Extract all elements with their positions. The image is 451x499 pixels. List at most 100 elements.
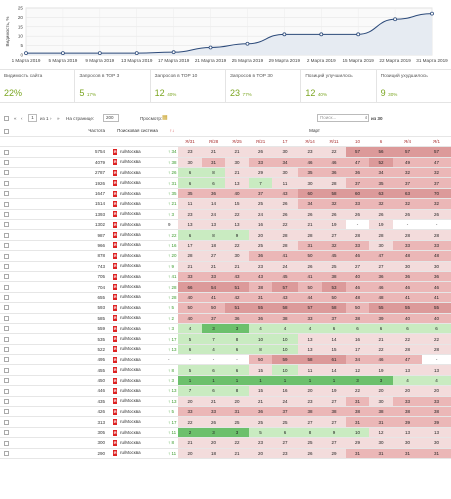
row-checkbox[interactable] — [4, 315, 9, 321]
search-icon[interactable]: ⌕ — [365, 115, 368, 120]
row-select[interactable] — [0, 333, 79, 345]
row-checkbox[interactable] — [4, 388, 9, 394]
row-checkbox[interactable] — [4, 450, 9, 456]
row-checkbox[interactable] — [4, 263, 9, 269]
row-select[interactable] — [0, 261, 79, 272]
row-checkbox[interactable] — [4, 222, 9, 228]
row-checkbox[interactable] — [4, 170, 9, 176]
row-select[interactable] — [0, 323, 79, 335]
row-checkbox[interactable] — [4, 191, 9, 197]
day-header[interactable]: Я/4 — [393, 136, 422, 148]
row-select[interactable] — [0, 188, 79, 200]
row-select[interactable] — [0, 250, 79, 262]
row-checkbox[interactable] — [4, 253, 9, 259]
row-checkbox[interactable] — [4, 149, 9, 155]
row-checkbox[interactable] — [4, 419, 9, 425]
last-page-icon[interactable]: » — [57, 116, 60, 121]
position-cell: 1 — [178, 375, 202, 387]
row-select[interactable] — [0, 385, 79, 397]
row-checkbox[interactable] — [4, 305, 9, 311]
stat-card: Видимость сайта 22% — [0, 70, 76, 102]
position-cell: 6 — [272, 427, 298, 439]
row-checkbox[interactable] — [4, 326, 9, 332]
row-select[interactable] — [0, 229, 79, 241]
row-checkbox[interactable] — [4, 357, 9, 363]
position-cell: 10 — [249, 333, 272, 345]
day-header[interactable]: Я/28 — [202, 136, 225, 148]
row-checkbox[interactable] — [4, 243, 9, 249]
row-checkbox[interactable] — [4, 336, 9, 342]
row-checkbox[interactable] — [4, 367, 9, 373]
freq-cell: 593 — [79, 302, 109, 314]
row-checkbox[interactable] — [4, 232, 9, 238]
row-select[interactable] — [0, 209, 79, 221]
day-header[interactable]: Я/31 — [178, 136, 202, 148]
row-checkbox[interactable] — [4, 201, 9, 207]
row-checkbox[interactable] — [4, 440, 9, 446]
position-cell: 30 — [225, 250, 249, 262]
row-checkbox[interactable] — [4, 295, 9, 301]
toolbar-checkbox[interactable] — [4, 116, 9, 121]
row-select[interactable] — [0, 416, 79, 428]
row-select[interactable] — [0, 167, 79, 179]
col-engine[interactable]: Поисковая система — [109, 126, 166, 137]
row-checkbox[interactable] — [4, 284, 9, 290]
row-select[interactable] — [0, 271, 79, 283]
row-checkbox[interactable] — [4, 409, 9, 415]
next-page-icon[interactable]: › — [50, 116, 52, 121]
row-checkbox[interactable] — [4, 160, 9, 166]
first-page-icon[interactable]: « — [14, 116, 17, 121]
select-all-checkbox[interactable] — [4, 128, 9, 134]
row-select[interactable] — [0, 198, 79, 210]
day-header[interactable]: Я/21 — [249, 136, 272, 148]
per-page-select[interactable]: 200 — [103, 114, 119, 122]
row-select[interactable] — [0, 344, 79, 356]
col-freq[interactable]: Частота — [79, 126, 109, 137]
prev-page-icon[interactable]: ‹ — [21, 116, 23, 121]
day-header[interactable]: 17 — [272, 136, 298, 148]
day-header[interactable]: Я/25 — [225, 136, 249, 148]
row-select[interactable] — [0, 313, 79, 324]
row-select[interactable] — [0, 302, 79, 314]
position-cell: 21 — [178, 261, 202, 272]
day-header[interactable]: Я/1 — [422, 136, 451, 148]
row-checkbox[interactable] — [4, 399, 9, 404]
day-header[interactable]: 10 — [346, 136, 369, 148]
row-checkbox[interactable] — [4, 211, 9, 217]
day-header[interactable]: 6 — [369, 136, 393, 148]
row-select[interactable] — [0, 146, 79, 158]
row-select[interactable] — [0, 281, 79, 293]
position-cell: 38 — [346, 313, 369, 324]
search-input[interactable]: Поиск... — [317, 114, 369, 122]
position-cell: 36 — [346, 167, 369, 179]
row-select[interactable] — [0, 396, 79, 408]
row-checkbox[interactable] — [4, 378, 9, 384]
row-select[interactable] — [0, 448, 79, 460]
row-select[interactable] — [0, 406, 79, 418]
day-header[interactable]: Я/11 — [322, 136, 346, 148]
row-select[interactable] — [0, 437, 79, 449]
row-select[interactable] — [0, 427, 79, 439]
row-checkbox[interactable] — [4, 347, 9, 353]
engine-name: ru/Москва — [120, 356, 141, 362]
row-select[interactable] — [0, 157, 79, 169]
page-number-input[interactable]: 1 — [28, 114, 37, 122]
position-cell: 31 — [393, 448, 422, 460]
row-select[interactable] — [0, 292, 79, 304]
stat-label: Запросов в ТОР 30 — [229, 74, 273, 79]
row-select[interactable] — [0, 177, 79, 189]
row-select[interactable] — [0, 375, 79, 387]
select-all[interactable] — [0, 126, 79, 137]
grid-view-icon[interactable]: ▦ — [162, 115, 168, 121]
row-select[interactable] — [0, 240, 79, 252]
row-select[interactable] — [0, 354, 79, 366]
row-checkbox[interactable] — [4, 180, 9, 186]
day-header[interactable]: Я/14 — [298, 136, 322, 148]
row-select[interactable] — [0, 364, 79, 376]
col-change[interactable]: ↑↓ — [166, 126, 178, 137]
row-select[interactable] — [0, 219, 79, 231]
row-checkbox[interactable] — [4, 274, 9, 280]
row-checkbox[interactable] — [4, 430, 9, 436]
